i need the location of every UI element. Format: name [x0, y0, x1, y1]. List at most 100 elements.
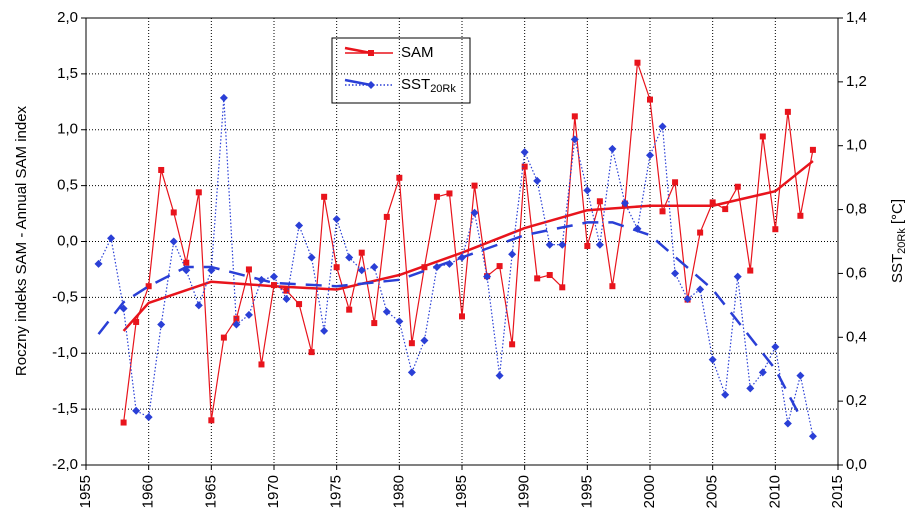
y2-tick-label: 1,4 — [846, 9, 867, 26]
data-point — [245, 266, 252, 273]
data-point — [207, 266, 216, 275]
data-point — [634, 59, 641, 66]
data-point — [570, 135, 579, 144]
y2-tick-label: 0,2 — [846, 392, 867, 409]
data-point — [382, 307, 391, 316]
y-tick-label: -0,5 — [52, 288, 78, 305]
data-point — [244, 310, 253, 319]
data-point — [534, 275, 541, 282]
x-tick-label: 1985 — [453, 475, 470, 508]
data-point — [808, 432, 817, 441]
data-point — [696, 285, 705, 294]
data-point — [721, 390, 730, 399]
x-tick-label: 1955 — [77, 475, 94, 508]
data-point — [445, 259, 454, 268]
data-point — [446, 190, 453, 197]
data-point — [596, 198, 603, 205]
y-tick-label: 1,5 — [57, 65, 78, 82]
data-point — [545, 240, 554, 249]
data-point — [182, 266, 191, 275]
data-point — [408, 340, 415, 347]
data-point — [320, 326, 329, 335]
data-point — [747, 267, 754, 274]
trend-line — [122, 160, 814, 332]
y2-tick-label: 0,4 — [846, 328, 867, 345]
data-point — [346, 306, 353, 313]
y-tick-label: 2,0 — [57, 9, 78, 26]
data-point — [371, 320, 378, 327]
data-point — [709, 199, 716, 206]
data-point — [194, 301, 203, 310]
data-point — [157, 320, 166, 329]
data-point — [119, 304, 128, 313]
data-point — [470, 208, 479, 217]
legend-label: SAM — [401, 44, 434, 61]
data-point — [133, 318, 140, 325]
data-point — [433, 193, 440, 200]
legend-name: SAM — [401, 44, 434, 61]
data-point — [809, 146, 816, 153]
y2-tick-label: 0,0 — [846, 456, 867, 473]
data-point — [333, 264, 340, 271]
y-axis-label: Roczny indeks SAM - Annual SAM index — [13, 105, 30, 376]
x-tick-label: 1960 — [140, 475, 157, 508]
data-point — [282, 294, 291, 303]
y2-tick-label: 1,0 — [846, 137, 867, 154]
data-point — [233, 315, 240, 322]
y-tick-label: -2,0 — [52, 456, 78, 473]
y-tick-label: 1,0 — [57, 121, 78, 138]
x-tick-label: 1980 — [390, 475, 407, 508]
x-tick-label: 1965 — [202, 475, 219, 508]
data-point — [533, 176, 542, 185]
data-point — [759, 133, 766, 140]
data-point — [432, 263, 441, 272]
data-point — [132, 406, 141, 415]
data-point — [558, 240, 567, 249]
y2-tick-label: 1,2 — [846, 73, 867, 90]
data-point — [321, 193, 328, 200]
data-point — [107, 234, 116, 243]
y2-label-sub: 20Rk — [896, 228, 908, 254]
y2-label-unit: [°C] — [889, 199, 906, 224]
data-point — [671, 269, 680, 278]
data-point — [609, 283, 616, 290]
data-point — [620, 199, 629, 208]
data-point — [420, 336, 429, 345]
data-point — [407, 368, 416, 377]
data-point — [509, 341, 516, 348]
legend-label: SST20Rk — [401, 76, 456, 95]
data-point — [746, 384, 755, 393]
data-point — [583, 186, 592, 195]
y-tick-label: -1,0 — [52, 344, 78, 361]
trend-line — [97, 221, 802, 418]
legend-name-sub: 20Rk — [430, 83, 456, 95]
data-point — [158, 166, 165, 173]
data-point — [595, 240, 604, 249]
data-point — [357, 266, 366, 275]
data-point — [646, 151, 654, 160]
data-point — [771, 342, 780, 351]
data-point — [332, 215, 341, 224]
data-point — [308, 349, 315, 356]
data-point — [608, 144, 617, 153]
legend-box — [331, 37, 471, 104]
data-point — [496, 263, 503, 270]
y-tick-label: 0,0 — [57, 232, 78, 249]
data-point — [783, 419, 792, 428]
data-point — [170, 209, 177, 216]
data-point — [94, 259, 103, 268]
data-point — [145, 283, 152, 290]
data-point — [471, 182, 478, 189]
data-point — [758, 368, 767, 377]
data-point — [647, 96, 653, 103]
data-point — [120, 419, 127, 426]
data-point — [559, 284, 566, 291]
x-tick-label: 1975 — [328, 475, 345, 508]
data-point — [571, 113, 578, 120]
data-point — [458, 253, 466, 262]
data-point — [258, 361, 265, 368]
y2-tick-label: 0,8 — [846, 201, 867, 218]
legend-trend — [344, 46, 372, 55]
data-point — [296, 301, 303, 308]
